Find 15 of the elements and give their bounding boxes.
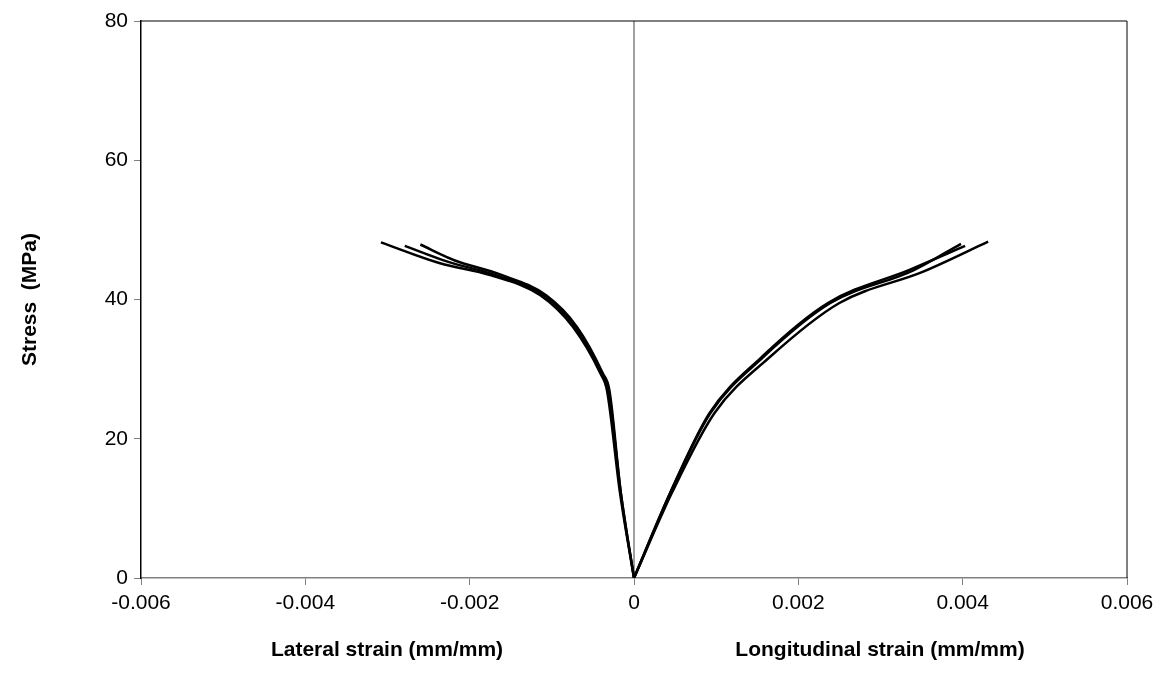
y-tick-label: 80 <box>104 7 128 31</box>
x-tick-label: -0.002 <box>439 590 500 614</box>
x-tick-label: 0.004 <box>936 590 990 614</box>
y-axis-title: Stress (MPa) <box>17 232 41 367</box>
y-tick-label: 60 <box>104 147 128 171</box>
x-tick-label: 0 <box>628 590 640 614</box>
y-tick-label: 20 <box>104 425 128 449</box>
y-tick-label: 0 <box>116 564 128 588</box>
x-tick-label: 0.006 <box>1100 590 1154 614</box>
text: Longitudinal strain (mm/mm) <box>735 637 1025 661</box>
x-tick-label: 0.002 <box>772 590 825 614</box>
x-tick-label: -0.004 <box>275 590 336 614</box>
x-axis-title: Lateral strain (mm/mm) <box>270 637 504 661</box>
y-tick-label: 40 <box>104 286 128 310</box>
x-tick-label: -0.006 <box>111 590 171 614</box>
